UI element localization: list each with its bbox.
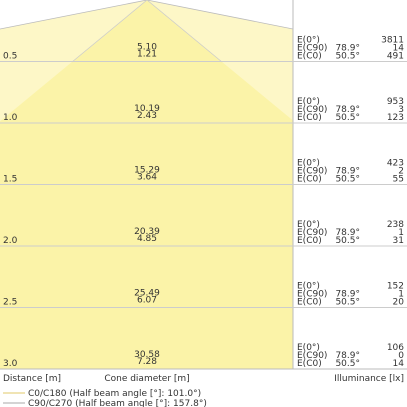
illuminance: 14: [393, 44, 405, 54]
illuminance: 423: [387, 159, 404, 169]
e-label: E(0°): [297, 282, 320, 292]
illuminance: 152: [387, 282, 404, 292]
angle: 50.5°: [335, 236, 360, 246]
diameter-c0: 1.21: [137, 50, 157, 60]
e-label: E(C0): [297, 52, 322, 62]
c0-edge: [146, 0, 223, 63]
diameter-c90: 10.19: [134, 104, 160, 114]
illuminance: 14: [393, 359, 405, 369]
e-label: E(0°): [297, 220, 320, 230]
diameter-c0: 4.85: [137, 234, 157, 244]
angle: 78.9°: [335, 44, 360, 54]
angle: 50.5°: [335, 113, 360, 123]
angle: 78.9°: [335, 105, 360, 115]
rows: 0.55.101.21E(0°)E(C90)E(C0)78.9°50.5°381…: [0, 36, 407, 369]
angle: 78.9°: [335, 167, 360, 177]
illuminance: 1: [398, 228, 404, 238]
c90-edge: [0, 0, 148, 30]
diameter-c90: 15.29: [134, 166, 160, 176]
illuminance: 953: [387, 97, 404, 107]
distance: 2.0: [3, 236, 18, 246]
illuminance: 238: [387, 220, 404, 230]
e-label: E(C90): [297, 228, 327, 238]
angle: 78.9°: [335, 290, 360, 300]
illuminance: 491: [387, 52, 404, 62]
e-label: E(C90): [297, 351, 327, 361]
illuminance: 3: [398, 105, 404, 115]
e-label: E(C90): [297, 44, 327, 54]
diameter-c90: 5.10: [137, 43, 157, 53]
angle: 50.5°: [335, 175, 360, 185]
e-label: E(C0): [297, 113, 322, 123]
diameter-c0: 6.07: [137, 296, 157, 306]
axis-label: Cone diameter [m]: [104, 374, 189, 384]
e-label: E(C0): [297, 298, 322, 308]
illuminance: 106: [387, 343, 404, 353]
angle: 78.9°: [335, 228, 360, 238]
c0-edge: [71, 0, 148, 63]
distance: 0.5: [3, 52, 17, 62]
e-label: E(0°): [297, 159, 320, 169]
illuminance: 31: [393, 236, 404, 246]
illuminance: 3811: [381, 36, 404, 46]
distance: 3.0: [3, 359, 18, 369]
e-label: E(C90): [297, 105, 327, 115]
e-label: E(C0): [297, 175, 322, 185]
e-label: E(C90): [297, 290, 327, 300]
illuminance: 20: [393, 298, 405, 308]
angle: 50.5°: [335, 298, 360, 308]
illuminance: 0: [398, 351, 404, 361]
e-label: E(0°): [297, 343, 320, 353]
illuminance: 123: [387, 113, 404, 123]
axis-label: Distance [m]: [3, 374, 61, 384]
e-label: E(0°): [297, 97, 320, 107]
e-label: E(C90): [297, 167, 327, 177]
angle: 78.9°: [335, 351, 360, 361]
illuminance: 2: [398, 167, 404, 177]
diameter-c0: 7.28: [137, 357, 157, 367]
diameter-c90: 30.58: [134, 350, 160, 360]
illuminance: 1: [398, 290, 404, 300]
legend-label: C0/C180 (Half beam angle [°]: 101.0°): [28, 389, 201, 399]
diameter-c0: 3.64: [137, 173, 157, 183]
axis-label: Illuminance [lx]: [334, 374, 404, 384]
e-label: E(C0): [297, 359, 322, 369]
distance: 1.5: [3, 175, 17, 185]
diameter-c90: 20.39: [134, 227, 160, 237]
angle: 50.5°: [335, 52, 360, 62]
distance: 1.0: [3, 113, 18, 123]
legend-label: C90/C270 (Half beam angle [°]: 157.8°): [28, 399, 207, 407]
illuminance: 55: [393, 175, 404, 185]
distance: 2.5: [3, 298, 17, 308]
angle: 50.5°: [335, 359, 360, 369]
e-label: E(0°): [297, 36, 320, 46]
diameter-c90: 25.49: [134, 289, 160, 299]
c90-edge: [146, 0, 293, 30]
diameter-c0: 2.43: [137, 111, 157, 121]
e-label: E(C0): [297, 236, 322, 246]
